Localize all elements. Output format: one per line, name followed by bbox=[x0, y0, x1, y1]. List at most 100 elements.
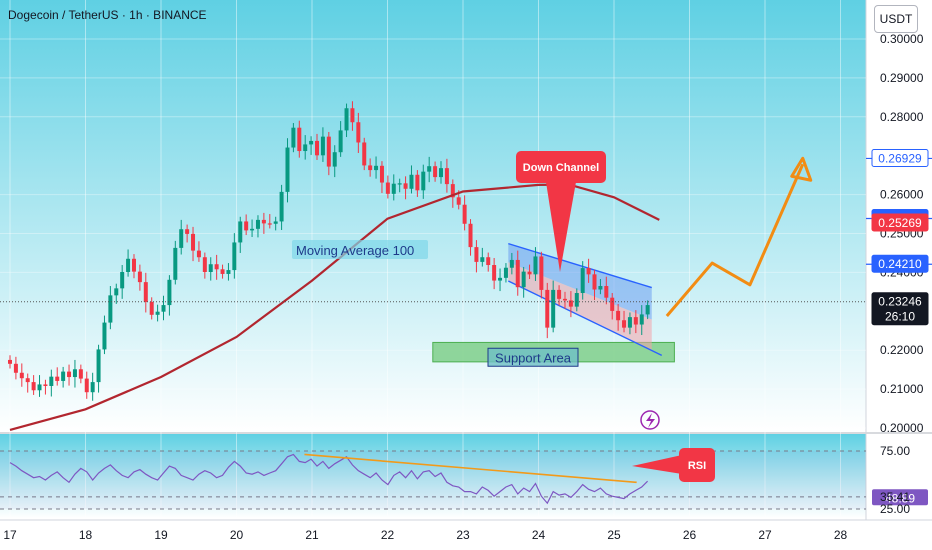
x-tick-label: 20 bbox=[230, 528, 244, 542]
candle-body bbox=[49, 376, 54, 386]
candle-body bbox=[13, 363, 18, 373]
price-axis[interactable]: 0.300000.290000.280000.260000.250000.240… bbox=[871, 32, 929, 435]
candle-body bbox=[131, 258, 136, 272]
arrow-head bbox=[790, 156, 813, 182]
candle-body bbox=[8, 359, 12, 364]
candle-body bbox=[503, 267, 508, 278]
time-axis[interactable]: 17 18 19 20 21 22 23 24 25 26 27 28 bbox=[3, 528, 847, 542]
candles bbox=[8, 101, 650, 401]
candle-body bbox=[37, 384, 42, 391]
candle-body bbox=[633, 317, 638, 325]
candle-body bbox=[368, 165, 373, 171]
x-tick-label: 17 bbox=[3, 528, 17, 542]
candle-body bbox=[137, 271, 142, 283]
y-tick-label: 0.22000 bbox=[880, 343, 924, 357]
candle-body bbox=[143, 282, 148, 302]
candle-body bbox=[220, 269, 225, 274]
candle-body bbox=[415, 174, 420, 191]
candle-body bbox=[438, 168, 443, 178]
candle-body bbox=[167, 279, 172, 306]
candle-body bbox=[114, 288, 119, 296]
candle-body bbox=[527, 271, 532, 275]
candle-body bbox=[433, 166, 438, 178]
candle-body bbox=[196, 250, 201, 258]
candle-body bbox=[645, 305, 650, 315]
candle-body bbox=[456, 197, 461, 205]
moving-average-line bbox=[9, 183, 660, 431]
rsi-axis-label: 48.89 bbox=[885, 491, 915, 505]
candle-body bbox=[72, 369, 77, 378]
rsi-value-badge bbox=[872, 489, 928, 506]
x-tick-label: 19 bbox=[154, 528, 168, 542]
candle-body bbox=[509, 259, 514, 268]
symbol-title[interactable]: Dogecoin / TetherUS · 1h · BINANCE bbox=[8, 8, 207, 22]
support-label: Support Area bbox=[495, 350, 572, 365]
price-badge bbox=[871, 148, 929, 167]
candle-body bbox=[285, 147, 290, 192]
candle-body bbox=[397, 183, 402, 185]
candle-body bbox=[303, 144, 308, 152]
candle-body bbox=[568, 300, 573, 307]
candle-body bbox=[102, 322, 107, 350]
candle-body bbox=[19, 372, 24, 379]
x-tick-label: 21 bbox=[305, 528, 319, 542]
candle-body bbox=[610, 297, 615, 311]
candle-body bbox=[421, 171, 426, 191]
candle-body bbox=[161, 305, 166, 312]
rsi-trendline bbox=[304, 453, 637, 484]
y-tick-label: 0.30000 bbox=[880, 32, 924, 46]
candle-body bbox=[244, 221, 249, 231]
candle-body bbox=[108, 295, 113, 323]
support-label-bg bbox=[487, 347, 579, 367]
rsi-axis-label: 25.00 bbox=[880, 502, 910, 516]
candle-body bbox=[332, 152, 337, 167]
candle-body bbox=[450, 184, 455, 198]
candle-body bbox=[486, 257, 491, 266]
candle-body bbox=[226, 270, 231, 274]
candle-body bbox=[155, 311, 160, 315]
candle-body bbox=[185, 229, 190, 234]
price-badge bbox=[871, 292, 929, 326]
ma-label-bg bbox=[292, 240, 428, 259]
candle-body bbox=[480, 257, 485, 262]
candle-body bbox=[238, 221, 243, 243]
price-badge bbox=[871, 213, 929, 232]
down-channel-text: Down Channel bbox=[523, 162, 599, 174]
candle-body bbox=[315, 140, 320, 156]
candle-body bbox=[120, 272, 125, 289]
candle-body bbox=[191, 233, 196, 251]
candle-body bbox=[586, 268, 591, 275]
candle-body bbox=[279, 191, 284, 222]
main-pane-bg bbox=[0, 0, 866, 432]
channel-lower-line bbox=[507, 280, 663, 356]
lightning-bolt bbox=[646, 413, 655, 428]
candle-body bbox=[616, 310, 621, 321]
price-badge-label: 0.25269 bbox=[878, 216, 922, 230]
x-tick-label: 26 bbox=[683, 528, 697, 542]
candle-body bbox=[468, 223, 473, 248]
candle-body bbox=[214, 264, 219, 270]
rsi-axis-label: 35.41 bbox=[880, 490, 910, 504]
candle-body bbox=[43, 384, 48, 386]
candle-body bbox=[598, 286, 603, 290]
rsi-pane-bg bbox=[0, 434, 866, 518]
currency-button[interactable]: USDT bbox=[874, 5, 918, 33]
candle-body bbox=[427, 166, 432, 172]
candle-body bbox=[202, 257, 207, 273]
x-tick-label: 22 bbox=[381, 528, 395, 542]
candle-body bbox=[604, 286, 609, 298]
channel-lower-fill bbox=[508, 262, 652, 352]
candle-body bbox=[320, 136, 325, 156]
candle-body bbox=[291, 127, 296, 148]
annotations: Moving Average 100 Support Area Down Chann… bbox=[292, 151, 660, 430]
candle-body bbox=[403, 183, 408, 189]
candle-body bbox=[521, 271, 526, 288]
candle-body bbox=[474, 247, 479, 262]
candle-body bbox=[350, 108, 355, 123]
candle-body bbox=[67, 371, 72, 378]
channel-upper-line bbox=[508, 242, 652, 289]
price-badge-countdown: 26:10 bbox=[885, 310, 915, 324]
candle-body bbox=[55, 376, 60, 381]
